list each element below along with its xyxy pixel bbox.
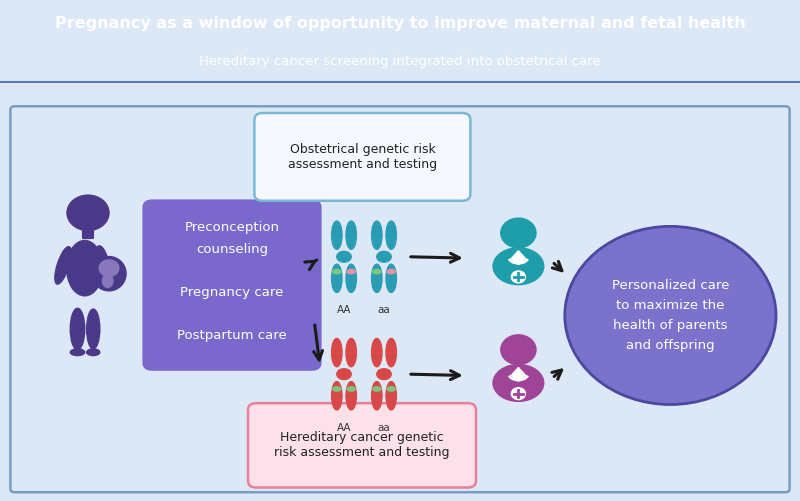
Text: Personalized care
to maximize the
health of parents
and offspring: Personalized care to maximize the health… (612, 279, 729, 352)
Text: Preconception
counseling

Pregnancy care

Postpartum care: Preconception counseling Pregnancy care … (177, 221, 287, 342)
FancyBboxPatch shape (142, 199, 322, 371)
Polygon shape (518, 251, 526, 265)
Ellipse shape (70, 349, 85, 356)
Ellipse shape (86, 349, 100, 356)
Ellipse shape (332, 382, 342, 410)
Ellipse shape (371, 264, 382, 293)
Ellipse shape (493, 365, 544, 401)
Ellipse shape (332, 221, 342, 249)
Ellipse shape (371, 338, 382, 367)
Ellipse shape (386, 382, 397, 410)
Ellipse shape (373, 387, 381, 391)
Polygon shape (511, 251, 518, 265)
Ellipse shape (386, 264, 397, 293)
Text: Obstetrical genetic risk
assessment and testing: Obstetrical genetic risk assessment and … (288, 143, 437, 171)
Polygon shape (518, 368, 526, 381)
Ellipse shape (337, 369, 351, 380)
Ellipse shape (387, 387, 395, 391)
Ellipse shape (347, 387, 355, 391)
Circle shape (67, 195, 109, 230)
Ellipse shape (66, 240, 102, 296)
Ellipse shape (102, 274, 113, 288)
Circle shape (501, 218, 536, 248)
Circle shape (99, 260, 119, 277)
Ellipse shape (70, 308, 85, 350)
Ellipse shape (332, 338, 342, 367)
Ellipse shape (86, 309, 100, 349)
Ellipse shape (377, 252, 391, 262)
Ellipse shape (346, 338, 357, 367)
Ellipse shape (346, 382, 357, 410)
Circle shape (511, 388, 526, 400)
Text: Hereditary cancer screening integrated into obstetrical care: Hereditary cancer screening integrated i… (199, 56, 601, 69)
Circle shape (511, 271, 526, 283)
FancyBboxPatch shape (248, 403, 476, 487)
Ellipse shape (92, 257, 126, 291)
Ellipse shape (373, 270, 381, 274)
Circle shape (501, 335, 536, 365)
Ellipse shape (347, 270, 355, 274)
Polygon shape (511, 368, 518, 381)
Ellipse shape (346, 221, 357, 249)
Ellipse shape (332, 264, 342, 293)
Text: Pregnancy as a window of opportunity to improve maternal and fetal health: Pregnancy as a window of opportunity to … (54, 16, 746, 31)
Ellipse shape (333, 387, 341, 391)
Ellipse shape (377, 369, 391, 380)
Ellipse shape (55, 246, 71, 284)
Ellipse shape (493, 248, 544, 285)
Ellipse shape (371, 221, 382, 249)
FancyBboxPatch shape (82, 212, 94, 238)
Ellipse shape (371, 382, 382, 410)
Ellipse shape (97, 246, 108, 269)
Ellipse shape (333, 270, 341, 274)
Circle shape (565, 226, 776, 404)
Text: AA: AA (337, 423, 351, 433)
Ellipse shape (386, 221, 397, 249)
Text: aa: aa (378, 305, 390, 315)
Text: AA: AA (337, 305, 351, 315)
FancyBboxPatch shape (254, 113, 470, 201)
Ellipse shape (387, 270, 395, 274)
Ellipse shape (346, 264, 357, 293)
Text: Hereditary cancer genetic
risk assessment and testing: Hereditary cancer genetic risk assessmen… (274, 431, 450, 459)
Ellipse shape (337, 252, 351, 262)
Text: aa: aa (378, 423, 390, 433)
Ellipse shape (386, 338, 397, 367)
